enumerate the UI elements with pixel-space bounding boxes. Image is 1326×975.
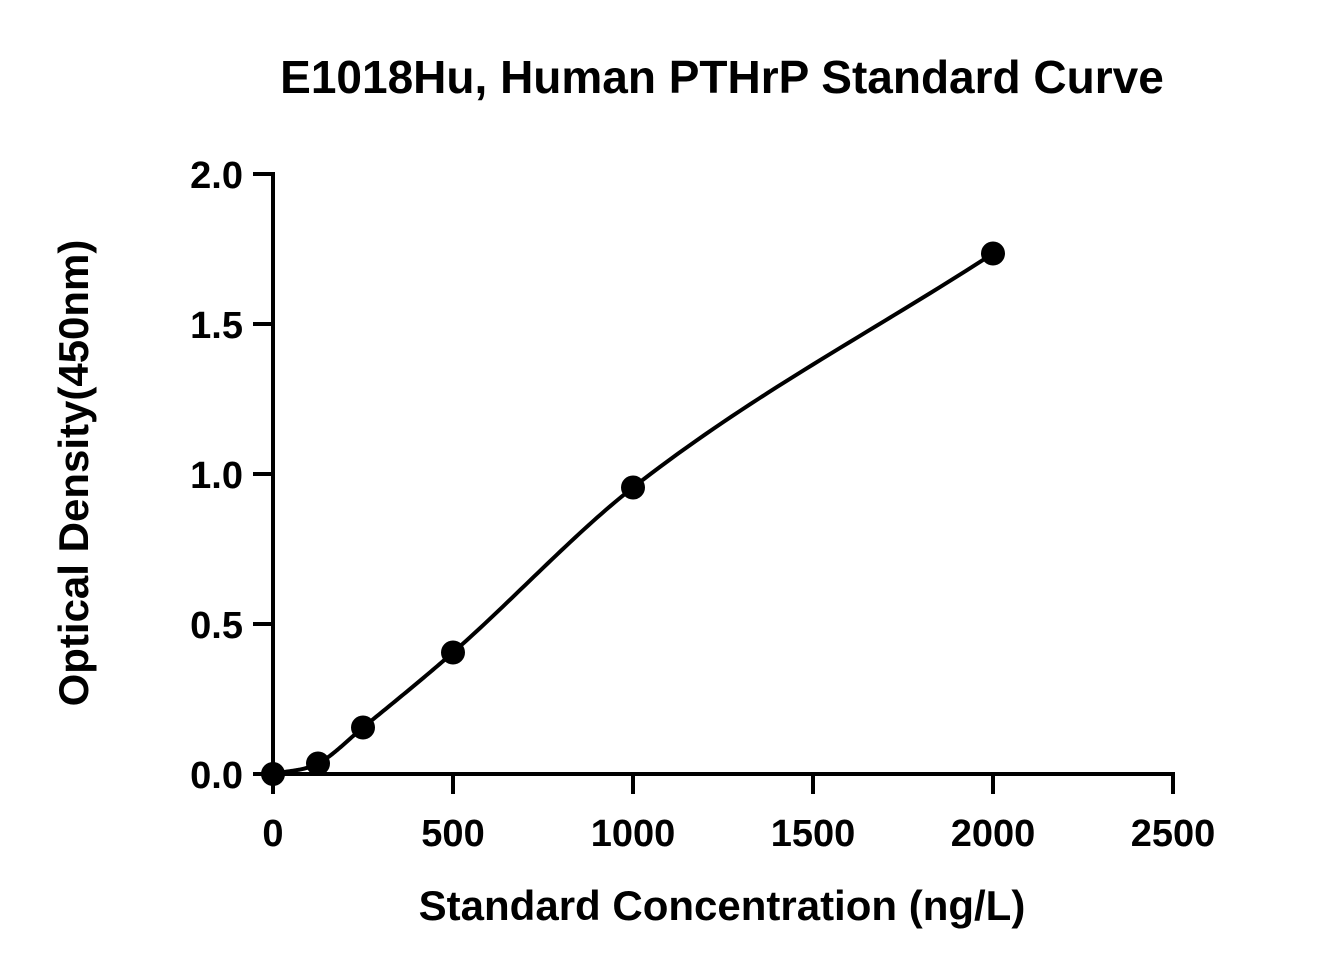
x-tick-label: 2000: [951, 813, 1036, 855]
data-points: [261, 241, 1005, 786]
chart-title: E1018Hu, Human PTHrP Standard Curve: [280, 51, 1164, 103]
y-tick-label: 0.5: [190, 605, 243, 647]
data-point: [981, 241, 1005, 266]
data-point: [261, 762, 285, 786]
data-point: [351, 715, 375, 740]
x-tick-label: 1500: [771, 813, 856, 855]
fitted-curve: [272, 251, 995, 776]
x-axis-label: Standard Concentration (ng/L): [419, 882, 1026, 929]
y-axis-ticks: 0.0 0.5 1.0 1.5 2.0: [190, 155, 273, 797]
x-tick-label: 0: [262, 813, 283, 855]
y-tick-label: 1.0: [190, 455, 243, 497]
x-axis-ticks: 0 500 1000 1500 2000 2500: [262, 774, 1215, 855]
y-tick-label: 1.5: [190, 305, 243, 347]
data-point: [621, 475, 645, 500]
x-tick-label: 2500: [1131, 813, 1216, 855]
y-axis-label: Optical Density(450nm): [50, 240, 97, 707]
data-point: [306, 751, 330, 776]
x-tick-label: 500: [421, 813, 484, 855]
axes: [253, 172, 1175, 794]
x-tick-label: 1000: [591, 813, 676, 855]
y-tick-label: 0.0: [190, 755, 243, 797]
y-tick-label: 2.0: [190, 155, 243, 197]
data-point: [441, 640, 465, 665]
